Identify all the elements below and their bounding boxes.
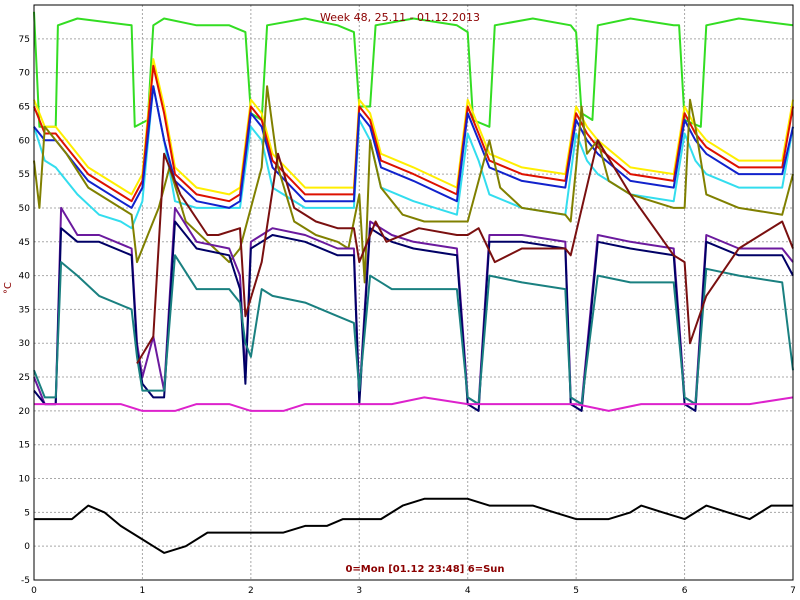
x-tick-label: 1 bbox=[140, 586, 146, 596]
x-tick-label: 7 bbox=[790, 586, 796, 596]
series-line-5 bbox=[33, 85, 794, 209]
y-tick-label: 55 bbox=[19, 170, 30, 180]
y-tick-label: 0 bbox=[24, 542, 30, 552]
chart-title: Week 48, 25.11 - 01.12.2013 bbox=[320, 11, 480, 24]
series-line-1 bbox=[33, 11, 794, 128]
x-tick-label: 5 bbox=[573, 586, 579, 596]
y-tick-label: 5 bbox=[24, 508, 30, 518]
y-tick-label: 15 bbox=[19, 441, 30, 451]
series-line-12 bbox=[34, 497, 793, 554]
plot-frame bbox=[33, 4, 794, 581]
x-tick-label: 6 bbox=[682, 586, 688, 596]
x-tick-label: 0 bbox=[31, 586, 37, 596]
y-tick-label: 75 bbox=[19, 35, 30, 45]
x-tick-label: 4 bbox=[465, 586, 471, 596]
y-tick-label: 25 bbox=[19, 373, 30, 383]
y-tick-label: 40 bbox=[19, 272, 31, 282]
y-tick-label: 60 bbox=[19, 136, 31, 146]
y-axis-label: °C bbox=[3, 282, 14, 294]
y-tick-label: 30 bbox=[19, 339, 31, 349]
y-tick-label: 35 bbox=[19, 305, 30, 315]
series-line-10 bbox=[136, 139, 794, 365]
series-line-11 bbox=[34, 396, 794, 412]
y-tick-label: 65 bbox=[19, 102, 30, 112]
series-line-9 bbox=[33, 254, 794, 406]
y-tick-label: 50 bbox=[19, 204, 31, 214]
y-tick-label: 70 bbox=[19, 69, 31, 79]
series-group bbox=[33, 11, 794, 554]
x-tick-label: 3 bbox=[356, 586, 362, 596]
y-tick-label: -5 bbox=[21, 576, 30, 586]
chart-subtitle: 0=Mon [01.12 23:48] 6=Sun bbox=[345, 564, 504, 575]
x-tick-label: 2 bbox=[248, 586, 254, 596]
grid bbox=[33, 5, 794, 581]
y-tick-label: 20 bbox=[19, 407, 31, 417]
y-tick-label: 45 bbox=[19, 238, 30, 248]
series-line-3 bbox=[33, 64, 794, 203]
series-line-2 bbox=[33, 58, 794, 196]
series-line-6 bbox=[33, 85, 794, 284]
y-tick-label: 10 bbox=[19, 475, 31, 485]
